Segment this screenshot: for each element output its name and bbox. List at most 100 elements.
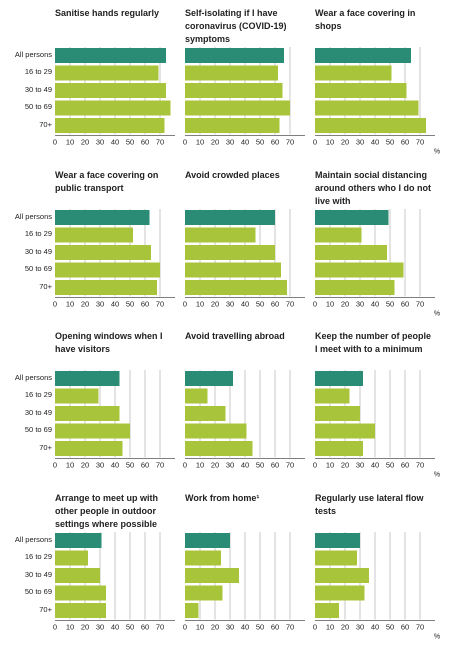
bar-age-group: [55, 568, 100, 583]
panel-chart: 0 10 20 30 40 50 60 70%: [313, 532, 440, 641]
x-tick-label: 70: [156, 138, 164, 147]
x-tick-label: 10: [66, 623, 74, 632]
panel-chart: 0 10 20 30 40 50 60 70: [183, 532, 305, 632]
x-tick-label: 40: [371, 623, 379, 632]
x-tick-label: 30: [226, 138, 234, 147]
bar-all-persons: [55, 533, 102, 548]
bar-age-group: [185, 100, 290, 116]
x-tick-label: 10: [196, 461, 204, 470]
x-tick-label: 20: [341, 138, 349, 147]
bar-age-group: [315, 568, 369, 583]
panel-chart: 0 10 20 30 40 50 60 70%: [313, 209, 440, 318]
panel-title: Wear a face covering in shops: [315, 8, 416, 31]
panel-title: Sanitise hands regularly: [55, 8, 160, 18]
x-tick-label: 40: [241, 461, 249, 470]
bar-age-group: [315, 118, 426, 133]
category-label: 30 to 49: [24, 407, 52, 417]
x-tick-label: 0: [53, 138, 57, 147]
bar-all-persons: [315, 210, 389, 225]
x-tick-label: 40: [111, 461, 119, 470]
category-label: 30 to 49: [24, 569, 52, 579]
bar-age-group: [55, 262, 160, 278]
category-label: 50 to 69: [24, 264, 52, 273]
x-tick-label: 70: [416, 461, 424, 470]
bar-age-group: [185, 83, 283, 98]
category-label: 30 to 49: [24, 84, 52, 94]
x-tick-label: 70: [156, 623, 164, 632]
x-tick-label: 50: [386, 623, 394, 632]
x-tick-label: 50: [256, 461, 264, 470]
bar-age-group: [315, 245, 387, 260]
bar-all-persons: [55, 210, 150, 225]
x-tick-label: 50: [256, 138, 264, 147]
bar-age-group: [315, 65, 392, 81]
x-tick-label: 40: [241, 300, 249, 309]
x-tick-label: 60: [271, 138, 279, 147]
bar-age-group: [55, 388, 99, 404]
x-tick-label: 50: [256, 300, 264, 309]
bar-age-group: [55, 585, 106, 601]
panel-title: Opening windows when I have visitors: [55, 331, 163, 354]
bar-age-group: [315, 280, 395, 295]
x-tick-label: 50: [126, 300, 134, 309]
x-tick-label: 10: [196, 623, 204, 632]
category-label: 16 to 29: [24, 229, 52, 238]
category-label: 70+: [39, 281, 52, 291]
category-label: 70+: [39, 119, 52, 129]
panel-title: Work from home¹: [185, 493, 260, 503]
bar-age-group: [55, 83, 166, 98]
bar-age-group: [185, 423, 247, 439]
bar-age-group: [185, 388, 208, 404]
bar-age-group: [185, 603, 199, 618]
x-tick-label: 50: [386, 461, 394, 470]
x-tick-label: 10: [66, 138, 74, 147]
bar-age-group: [185, 262, 281, 278]
x-tick-label: 40: [371, 138, 379, 147]
x-tick-label: 40: [111, 138, 119, 147]
x-tick-label: 50: [256, 623, 264, 632]
x-tick-label: 70: [286, 461, 294, 470]
x-tick-label: 10: [326, 138, 334, 147]
bar-all-persons: [315, 533, 360, 548]
category-label: 30 to 49: [24, 246, 52, 256]
bar-age-group: [315, 603, 339, 618]
bar-age-group: [315, 83, 407, 98]
x-tick-label: 40: [241, 138, 249, 147]
bar-all-persons: [185, 371, 233, 386]
panel-chart: 0 10 20 30 40 50 60 70: [53, 47, 175, 147]
bar-all-persons: [315, 48, 411, 63]
x-tick-label: 70: [286, 138, 294, 147]
x-tick-label: 20: [81, 138, 89, 147]
bar-age-group: [315, 550, 357, 566]
category-label: 70+: [39, 442, 52, 452]
x-tick-label: 10: [66, 300, 74, 309]
x-tick-label: 30: [356, 300, 364, 309]
x-tick-label: 30: [356, 623, 364, 632]
panel-chart: 0 10 20 30 40 50 60 70: [183, 47, 305, 147]
bar-age-group: [185, 550, 221, 566]
x-tick-label: 40: [111, 300, 119, 309]
bar-age-group: [55, 406, 120, 421]
x-tick-label: 50: [126, 138, 134, 147]
x-tick-label: 70: [416, 138, 424, 147]
bar-age-group: [55, 603, 106, 618]
bar-age-group: [315, 262, 404, 278]
category-label: 70+: [39, 604, 52, 614]
category-label: All persons: [14, 372, 52, 382]
x-tick-label: 60: [271, 300, 279, 309]
bar-age-group: [315, 100, 419, 116]
x-tick-label: 50: [386, 138, 394, 147]
category-label: 50 to 69: [24, 102, 52, 111]
x-tick-label: 70: [156, 300, 164, 309]
bar-all-persons: [185, 48, 284, 63]
x-tick-label: 60: [401, 461, 409, 470]
x-tick-label: 70: [286, 623, 294, 632]
x-tick-label: 70: [286, 300, 294, 309]
x-tick-label: 0: [53, 461, 57, 470]
category-label: 16 to 29: [24, 552, 52, 561]
x-tick-label: 10: [326, 461, 334, 470]
bar-age-group: [185, 585, 223, 601]
panel-title: Self-isolating if I have coronavirus (CO…: [185, 8, 287, 44]
bar-age-group: [55, 100, 171, 116]
category-label: 50 to 69: [24, 425, 52, 434]
